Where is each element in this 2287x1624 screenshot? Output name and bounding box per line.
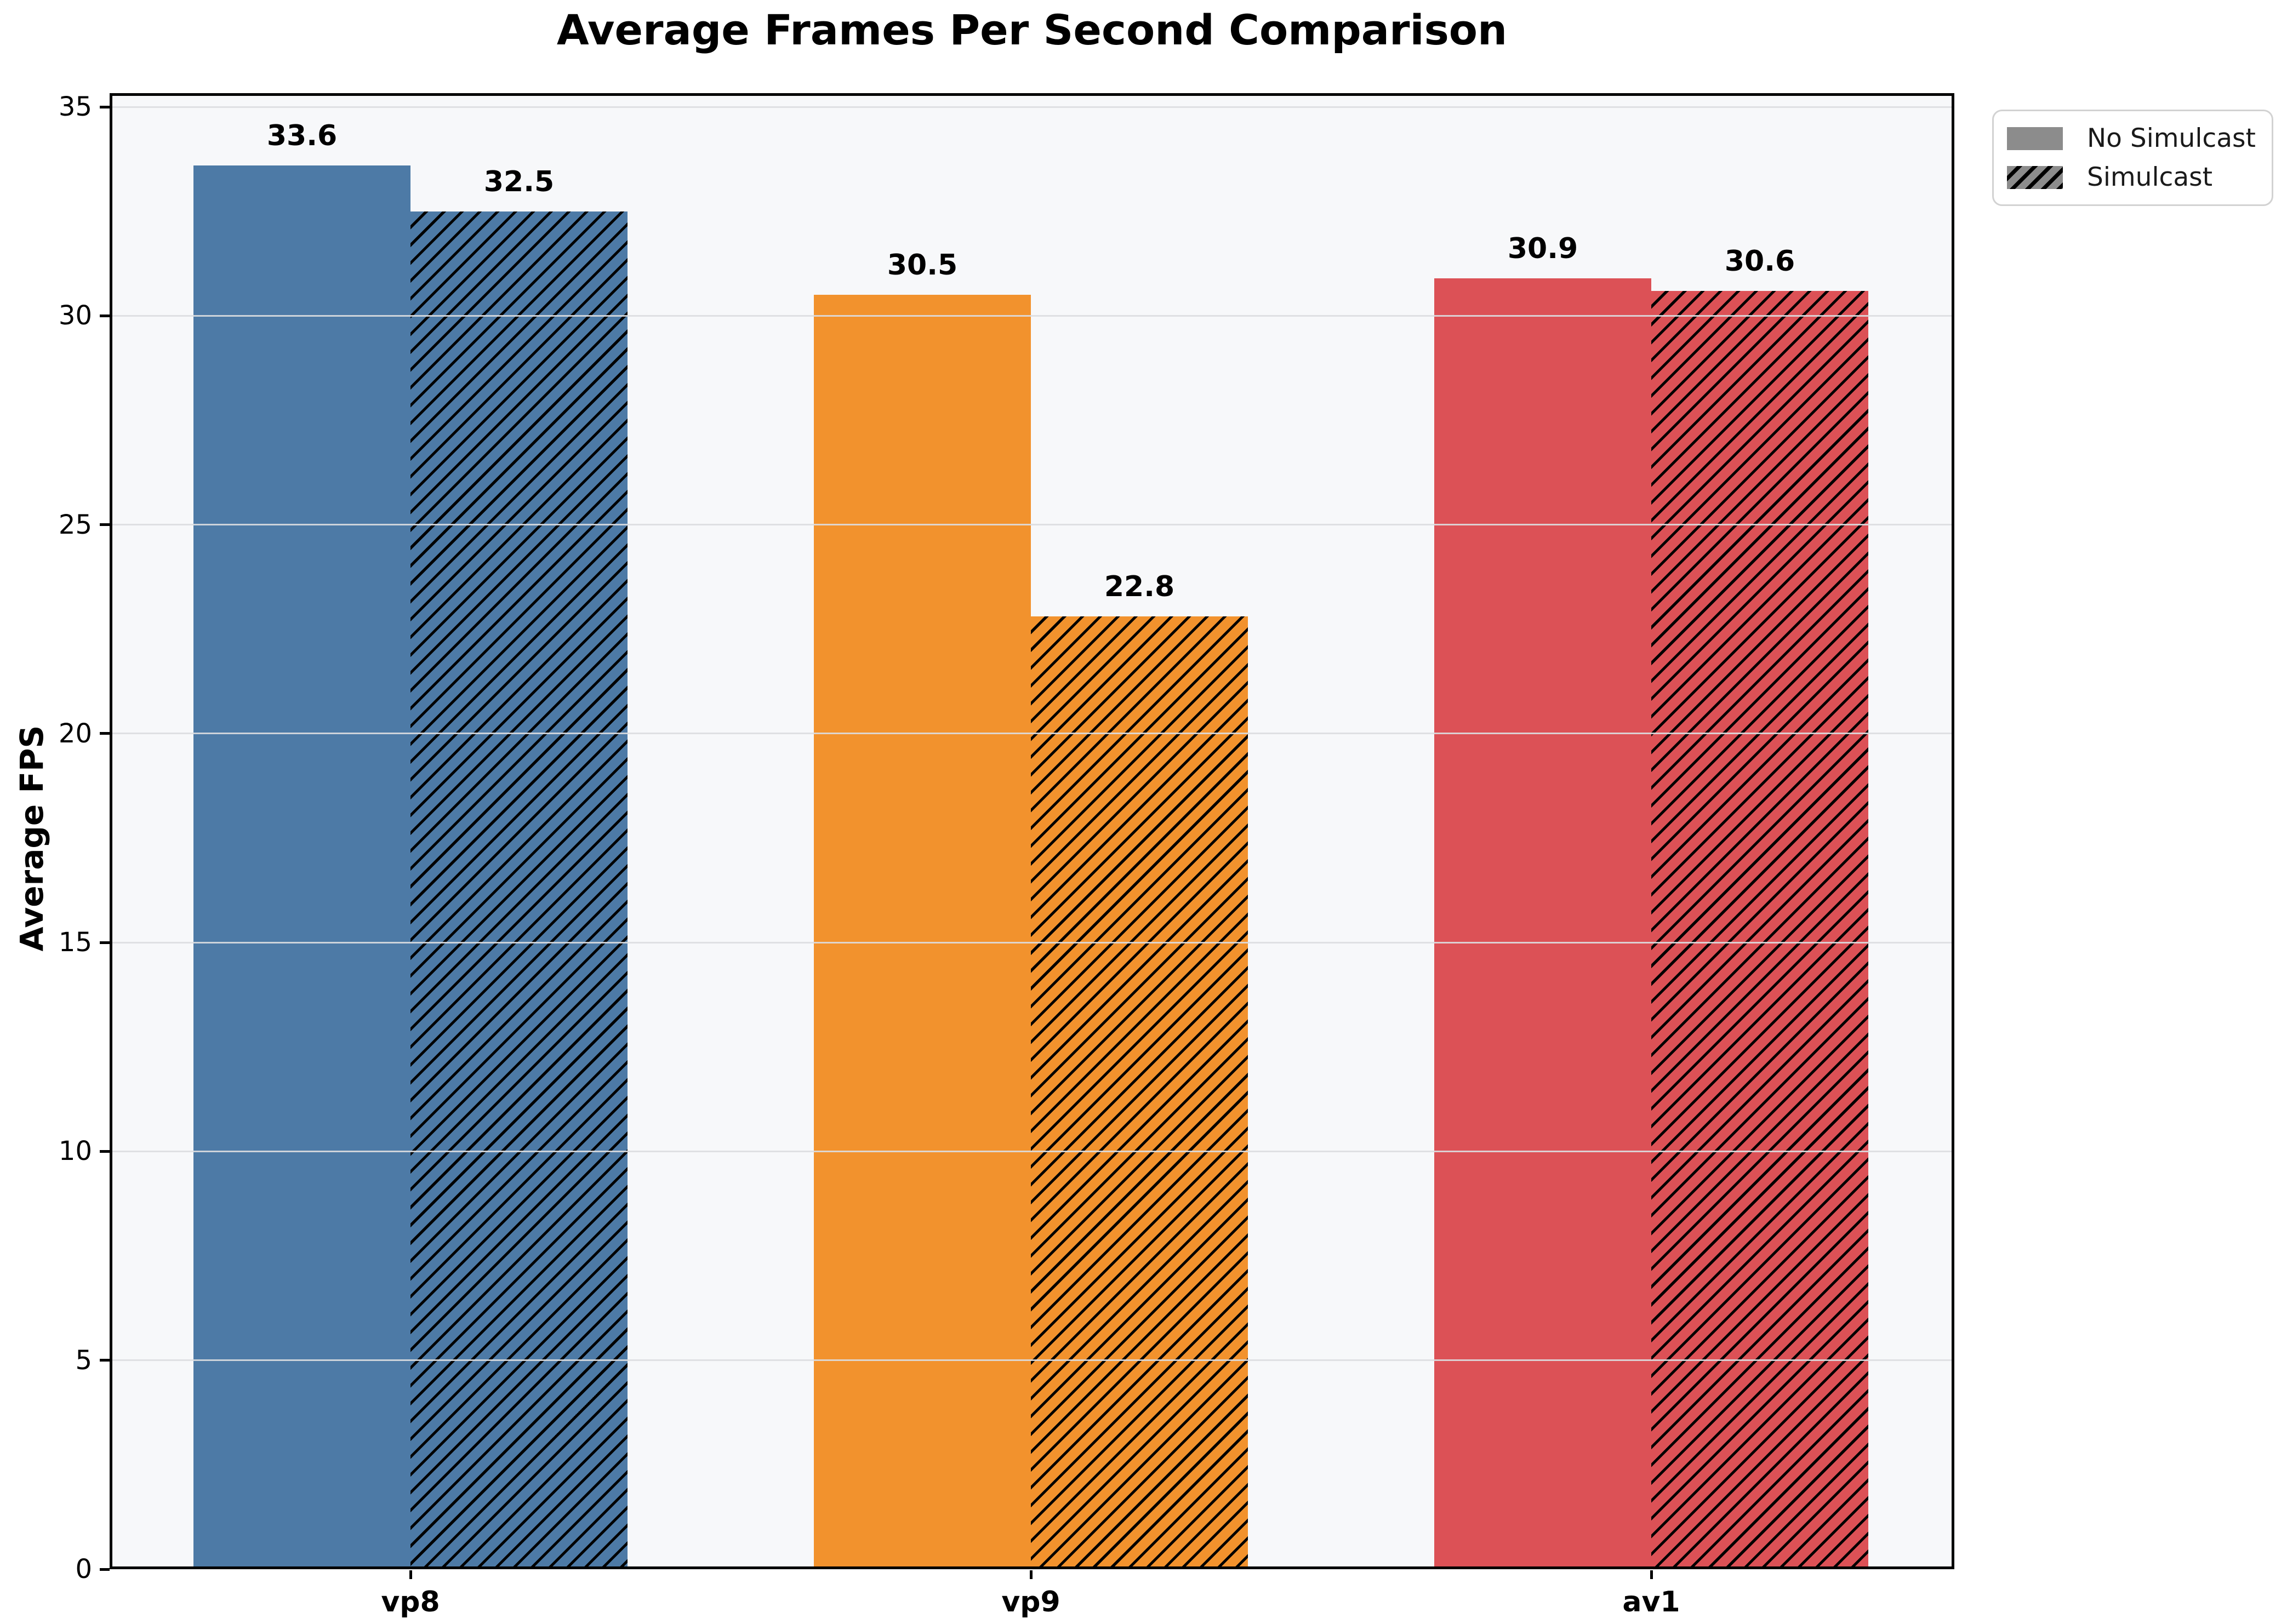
y-tick-label-35: 35 [58,92,92,123]
y-tick-mark-10 [100,1150,110,1153]
legend-item-simulcast: Simulcast [2007,162,2259,192]
gridline-20 [110,733,1954,735]
y-tick-mark-30 [100,314,110,317]
bar-vp9-simulcast [1031,616,1248,1569]
y-tick-label-25: 25 [58,509,92,540]
y-tick-mark-35 [100,105,110,108]
bar-av1-no-simulcast [1434,278,1651,1569]
bar-vp8-no-simulcast [193,165,410,1569]
bar-av1-simulcast [1651,290,1868,1569]
y-tick-label-0: 0 [75,1554,92,1585]
gridline-25 [110,524,1954,526]
value-label-vp8-no-simulcast: 33.6 [266,119,338,152]
y-tick-label-20: 20 [58,718,92,749]
y-tick-mark-20 [100,732,110,735]
y-tick-label-10: 10 [58,1136,92,1167]
value-label-vp9-simulcast: 22.8 [1104,570,1175,604]
y-tick-mark-25 [100,523,110,527]
gridline-35 [110,106,1954,108]
plot-area: 33.6 32.5 30.5 22.8 30.9 30.6 [110,93,1954,1569]
legend-swatch-hatched [2007,165,2063,189]
y-tick-label-30: 30 [58,300,92,331]
value-label-vp8-simulcast: 32.5 [483,165,555,198]
value-label-av1-no-simulcast: 30.9 [1507,232,1578,265]
y-tick-mark-0 [100,1568,110,1571]
legend: No Simulcast Simulcast [1992,110,2273,206]
legend-label-no-simulcast: No Simulcast [2087,123,2256,153]
bar-vp9-no-simulcast [814,295,1031,1569]
y-tick-label-5: 5 [75,1345,92,1376]
x-tick-mark-av1 [1650,1570,1653,1579]
gridline-10 [110,1150,1954,1152]
legend-swatch-solid [2007,127,2063,150]
gridline-15 [110,941,1954,943]
y-tick-mark-5 [100,1359,110,1362]
value-label-av1-simulcast: 30.6 [1724,244,1795,278]
x-tick-label-av1: av1 [1622,1586,1680,1619]
x-tick-label-vp9: vp9 [1001,1586,1060,1619]
legend-label-simulcast: Simulcast [2087,162,2213,192]
x-tick-mark-vp9 [1029,1570,1033,1579]
gridline-30 [110,314,1954,317]
gridline-5 [110,1359,1954,1362]
x-tick-mark-vp8 [409,1570,412,1579]
y-tick-mark-15 [100,941,110,944]
value-label-vp9-no-simulcast: 30.5 [887,249,958,282]
legend-item-no-simulcast: No Simulcast [2007,123,2259,153]
y-axis-label: Average FPS [13,725,50,952]
chart-title: Average Frames Per Second Comparison [556,5,1508,54]
y-tick-label-15: 15 [58,927,92,958]
bar-vp8-simulcast [410,211,628,1569]
x-tick-label-vp8: vp8 [381,1586,440,1619]
